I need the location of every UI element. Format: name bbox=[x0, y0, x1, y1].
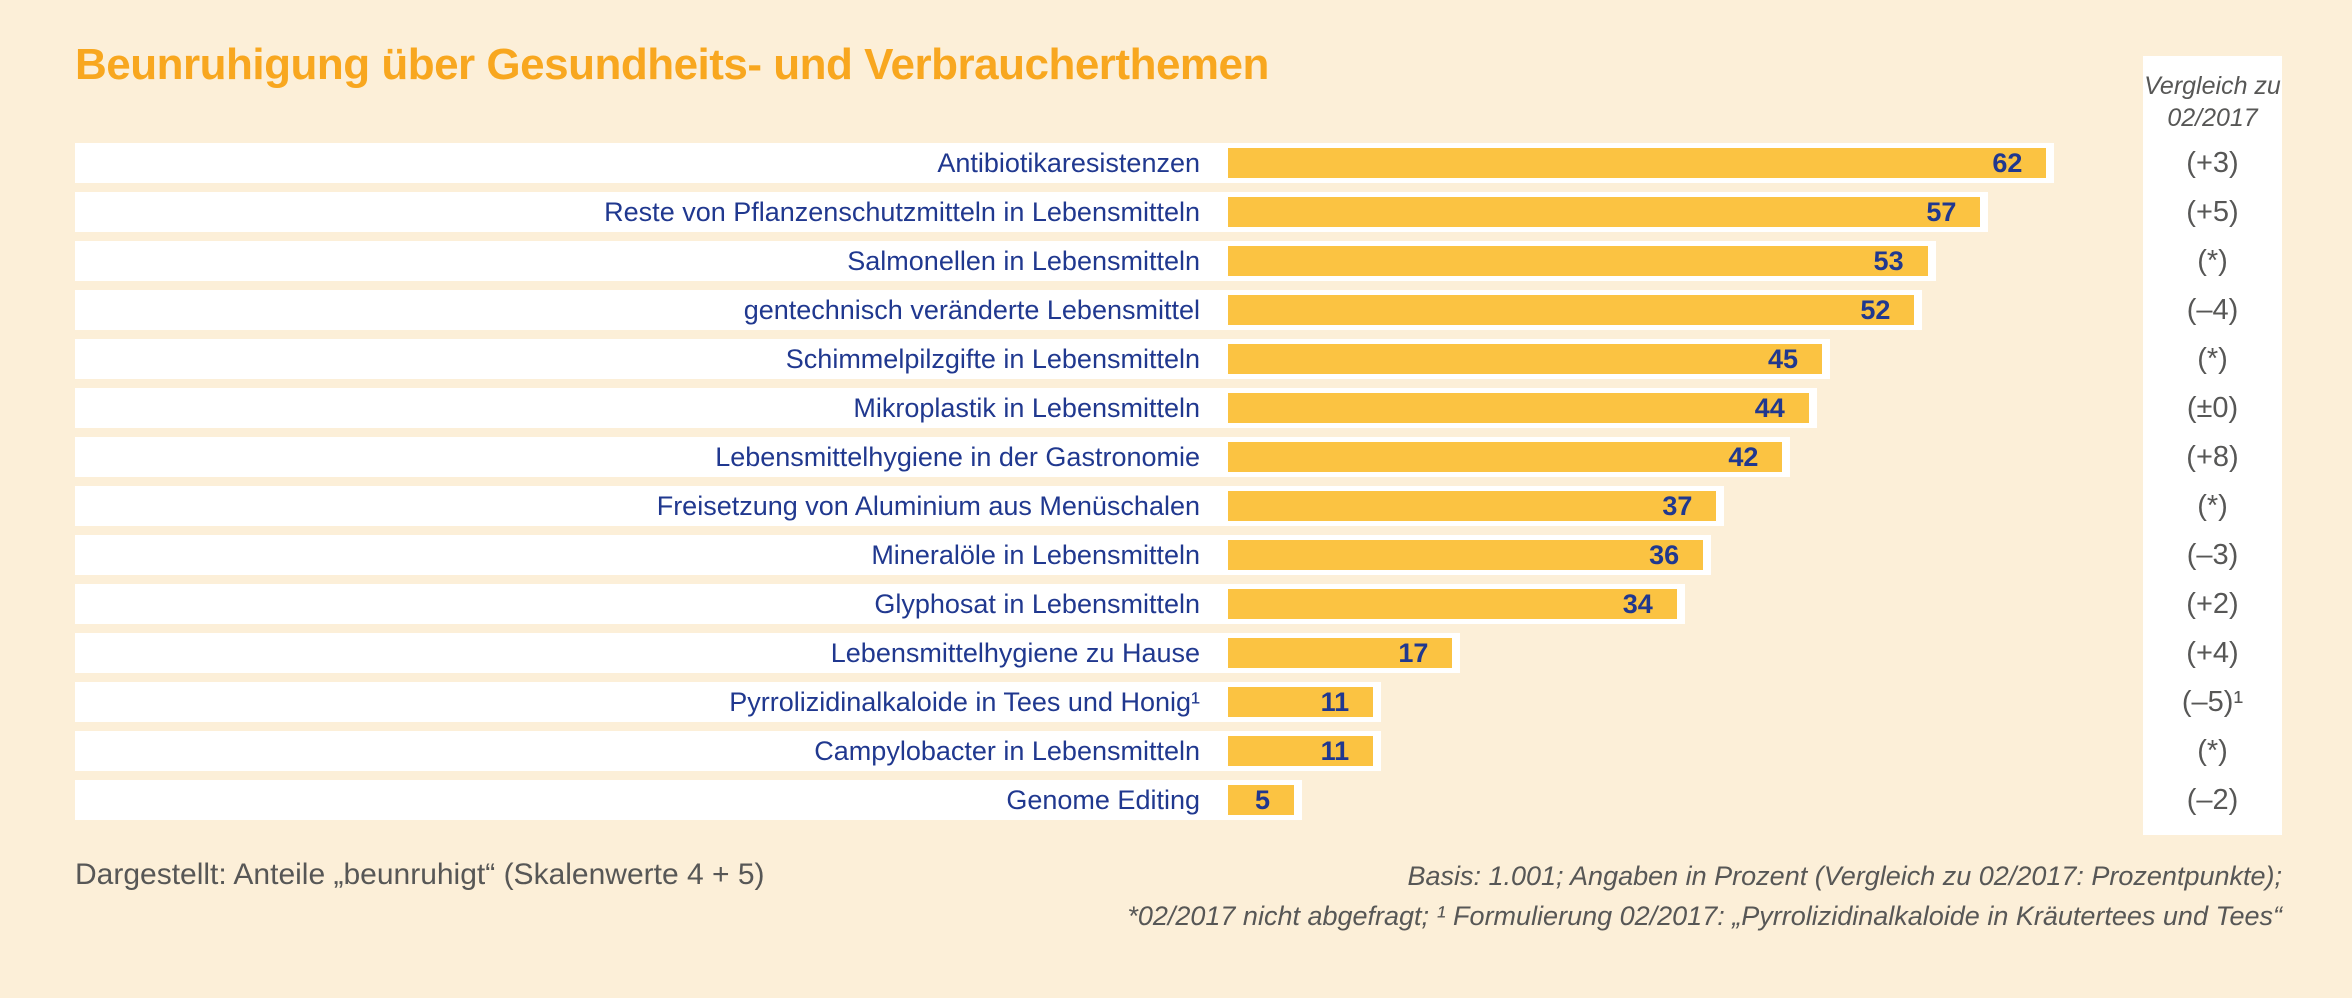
comparison-value: (*) bbox=[2197, 343, 2228, 375]
category-label: Mikroplastik in Lebensmitteln bbox=[853, 393, 1200, 423]
bar-row: Antibiotikaresistenzen 62 bbox=[75, 143, 2055, 183]
bar-value: 53 bbox=[1873, 245, 1904, 276]
category-label: Mineralöle in Lebensmitteln bbox=[871, 540, 1200, 570]
category-label: Lebensmittelhygiene in der Gastronomie bbox=[715, 442, 1200, 472]
comparison-value: (*) bbox=[2197, 735, 2228, 767]
bar-value: 34 bbox=[1622, 588, 1653, 619]
comparison-value: (*) bbox=[2197, 245, 2228, 277]
category-label: Pyrrolizidinalkaloide in Tees und Honig¹ bbox=[729, 687, 1200, 717]
bar: 44 bbox=[1228, 393, 1809, 423]
category-label: gentechnisch veränderte Lebensmittel bbox=[743, 295, 1200, 325]
bar-value: 5 bbox=[1254, 784, 1270, 815]
bar: 62 bbox=[1228, 147, 2047, 178]
comparison-value: (–4) bbox=[2186, 294, 2239, 326]
bar-row: Freisetzung von Aluminium aus Menüschale… bbox=[75, 486, 1725, 526]
bar-row: Reste von Pflanzenschutzmitteln in Leben… bbox=[75, 192, 1989, 232]
bar-value: 52 bbox=[1860, 294, 1891, 325]
bar-value: 44 bbox=[1754, 392, 1785, 423]
bar-value: 62 bbox=[1992, 147, 2023, 178]
bar-row: Lebensmittelhygiene in der Gastronomie 4… bbox=[75, 437, 1791, 477]
comparison-value: (+4) bbox=[2186, 637, 2239, 669]
bar-value: 42 bbox=[1728, 441, 1759, 472]
bar-value: 36 bbox=[1649, 539, 1680, 570]
bar-row: Glyphosat in Lebensmitteln 34 bbox=[75, 584, 1685, 624]
category-label: Reste von Pflanzenschutzmitteln in Leben… bbox=[604, 197, 1200, 227]
bar-row: Schimmelpilzgifte in Lebensmitteln 45 bbox=[75, 339, 1830, 379]
category-label: Antibiotikaresistenzen bbox=[937, 148, 1200, 178]
category-label: Lebensmittelhygiene zu Hause bbox=[830, 638, 1200, 668]
bar-value: 17 bbox=[1398, 637, 1429, 668]
bar-row: Campylobacter in Lebensmitteln 11 bbox=[75, 731, 1382, 771]
bar-row: Pyrrolizidinalkaloide in Tees und Honig¹… bbox=[75, 682, 1382, 722]
category-label: Schimmelpilzgifte in Lebensmitteln bbox=[785, 344, 1200, 374]
comparison-value: (+2) bbox=[2186, 588, 2239, 620]
bar: 5 bbox=[1228, 785, 1294, 815]
bar: 42 bbox=[1228, 441, 1783, 472]
category-label: Freisetzung von Aluminium aus Menüschale… bbox=[656, 491, 1200, 521]
comparison-column: Vergleich zu 02/2017 (+3) (+5) (*) (–4) … bbox=[2143, 56, 2282, 835]
category-label: Genome Editing bbox=[1006, 785, 1200, 815]
comparison-value: (–3) bbox=[2186, 539, 2239, 571]
bar-chart: Antibiotikaresistenzen 62 Reste von Pfla… bbox=[75, 143, 2055, 820]
footnote-basis-line2: *02/2017 nicht abgefragt; ¹ Formulierung… bbox=[1127, 901, 2282, 931]
bar-row: Salmonellen in Lebensmitteln 53 bbox=[75, 241, 1936, 281]
bar: 52 bbox=[1228, 294, 1915, 325]
bar-row: Genome Editing 5 bbox=[75, 780, 1302, 820]
category-label: Salmonellen in Lebensmitteln bbox=[847, 246, 1200, 276]
bar-row: Mineralöle in Lebensmitteln 36 bbox=[75, 535, 1712, 575]
footnote-basis-line1: Basis: 1.001; Angaben in Prozent (Vergle… bbox=[1407, 861, 2282, 891]
chart-title: Beunruhigung über Gesundheits- und Verbr… bbox=[75, 40, 1269, 89]
comparison-value: (±0) bbox=[2186, 392, 2239, 424]
bar: 37 bbox=[1228, 490, 1717, 521]
comparison-value: (+8) bbox=[2186, 441, 2239, 473]
comparison-value: (–5)¹ bbox=[2181, 686, 2244, 718]
bar-row: gentechnisch veränderte Lebensmittel 52 bbox=[75, 290, 1923, 330]
bar: 53 bbox=[1228, 246, 1928, 276]
comparison-value: (+5) bbox=[2186, 196, 2239, 228]
bar: 57 bbox=[1228, 196, 1981, 227]
bar-row: Lebensmittelhygiene zu Hause 17 bbox=[75, 633, 1461, 673]
bar: 36 bbox=[1228, 539, 1704, 570]
bar: 34 bbox=[1228, 589, 1677, 619]
bar: 11 bbox=[1228, 686, 1374, 717]
bar-value: 45 bbox=[1767, 343, 1798, 374]
bar-value: 57 bbox=[1926, 196, 1957, 227]
footnote-displayed: Dargestellt: Anteile „beunruhigt“ (Skale… bbox=[75, 858, 765, 891]
comparison-value: (–2) bbox=[2186, 784, 2239, 816]
comparison-value: (*) bbox=[2197, 490, 2228, 522]
bar-row: Mikroplastik in Lebensmitteln 44 bbox=[75, 388, 1817, 428]
footnote-basis: Basis: 1.001; Angaben in Prozent (Vergle… bbox=[1127, 856, 2282, 936]
bar: 11 bbox=[1228, 735, 1374, 766]
bar-value: 11 bbox=[1320, 735, 1350, 766]
bar-value: 11 bbox=[1320, 686, 1350, 717]
category-label: Glyphosat in Lebensmitteln bbox=[874, 589, 1200, 619]
bar: 45 bbox=[1228, 344, 1822, 374]
bar-value: 37 bbox=[1662, 490, 1693, 521]
comparison-value: (+3) bbox=[2186, 147, 2239, 179]
bar: 17 bbox=[1228, 637, 1453, 668]
category-label: Campylobacter in Lebensmitteln bbox=[814, 736, 1200, 766]
comparison-column-header: Vergleich zu 02/2017 bbox=[2144, 72, 2281, 132]
